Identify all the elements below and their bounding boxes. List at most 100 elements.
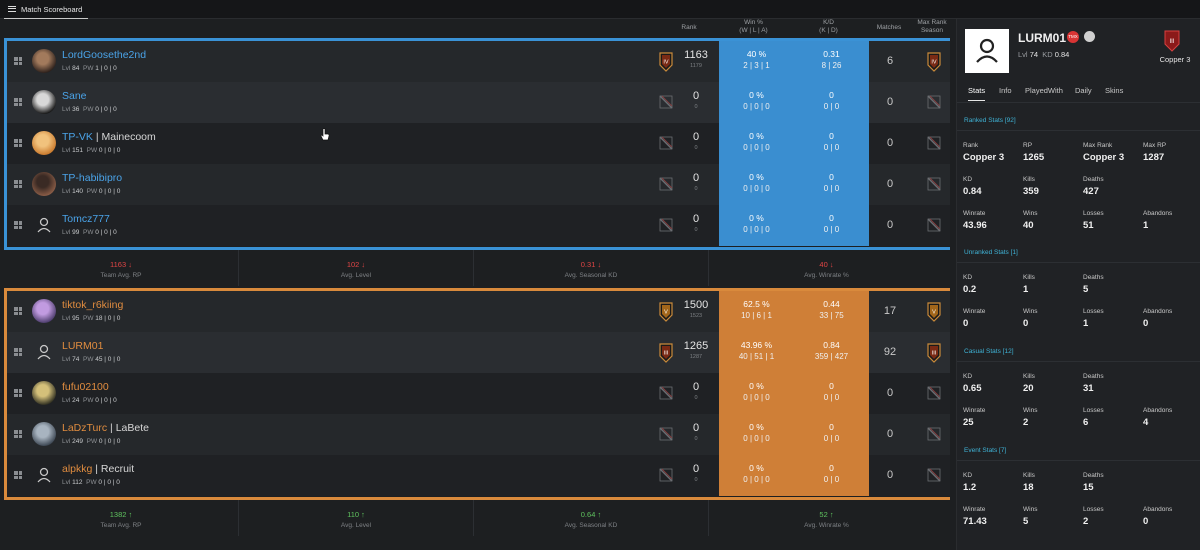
stat-item: Losses 6 (1083, 407, 1141, 428)
summary-label: Team Avg. RP (100, 522, 142, 529)
level-value: 74 (72, 356, 80, 363)
player-name-suffix: LaBete (115, 422, 149, 434)
rp-value: 0 (692, 381, 700, 393)
win-kd-cell: 0 % 0 | 0 | 0 0 0 | 0 (719, 455, 869, 496)
summary-value: 1382 ↑ (4, 510, 238, 519)
tab-match-scoreboard[interactable]: Match Scoreboard (4, 0, 89, 19)
player-name[interactable]: Sane (62, 90, 87, 102)
stat-value: 43.96 (963, 220, 987, 231)
stat-item: Losses 51 (1083, 210, 1141, 231)
player-name[interactable]: TP-habibipro (62, 172, 122, 184)
win-detail: 0 | 0 | 0 (743, 184, 770, 193)
rp-value: 1265 (683, 340, 709, 352)
rank-icon: IV (659, 52, 673, 72)
summary-cell: 1382 ↑ Team Avg. RP (4, 500, 239, 536)
player-name[interactable]: LordGoosethe2nd (62, 49, 146, 61)
player-name[interactable]: alpkkg | Recruit (62, 463, 134, 475)
stat-label: Kills (1023, 274, 1035, 281)
kd-ratio: 0 0 | 0 (794, 172, 869, 193)
rp-sub: 1287 (689, 354, 703, 360)
stat-item: Max Rank Copper 3 (1083, 142, 1141, 163)
tab-label: Match Scoreboard (21, 4, 83, 14)
summary-label: Avg. Level (340, 522, 372, 529)
matches-count: 0 (886, 178, 894, 190)
level-label: Lvl (62, 229, 73, 236)
kd-value: 0 (829, 131, 834, 141)
stat-value: 5 (1083, 284, 1089, 295)
summary-value-text: 102 (346, 260, 360, 269)
max-rank-icon-wrap: IV (925, 52, 943, 72)
player-row[interactable]: tiktok_r6kiing Lvl 95 PW 18 | 0 | 0 V 1500 1… (7, 291, 950, 332)
player-name[interactable]: Tomcz777 (62, 213, 110, 225)
player-name[interactable]: TP-VK | Mainecoom (62, 131, 156, 143)
level-label: Lvl (62, 438, 73, 445)
profile-tab-stats[interactable]: Stats (968, 86, 986, 101)
player-avatar[interactable] (32, 213, 56, 237)
stat-value: 0.65 (963, 383, 982, 394)
orange-team-summary: 1382 ↑ Team Avg. RP 110 ↑ Avg. Level 0.64 ↑ A… (4, 500, 950, 536)
player-name-text: tiktok_r6kiing (62, 299, 124, 311)
profile-tab-skins[interactable]: Skins (1105, 86, 1124, 95)
stat-item: Winrate 0 (963, 308, 1021, 329)
win-value: 0 % (749, 213, 764, 223)
rp-sub: 1523 (689, 313, 703, 319)
pw-label: PW (86, 188, 99, 195)
player-avatar[interactable] (32, 90, 56, 114)
profile-tab-info[interactable]: Info (999, 86, 1012, 95)
player-avatar[interactable] (32, 340, 56, 364)
stat-label: Deaths (1083, 274, 1104, 281)
win-percent: 0 % 0 | 0 | 0 (719, 131, 794, 152)
stat-value: 15 (1083, 482, 1094, 493)
player-avatar[interactable] (32, 381, 56, 405)
player-name-suffix: Recruit (100, 463, 135, 475)
player-name-suffix: Mainecoom (101, 131, 156, 143)
player-level-line: Lvl 151 PW 0 | 0 | 0 (62, 147, 120, 154)
level-value: 95 (72, 315, 80, 322)
player-avatar[interactable] (32, 49, 56, 73)
summary-label: Avg. Seasonal KD (564, 522, 618, 529)
rank-icon (659, 218, 673, 232)
stat-value: 427 (1083, 186, 1099, 197)
stat-item: Deaths 15 (1083, 472, 1141, 493)
summary-value-text: 40 (819, 260, 828, 269)
kd-value: 0.84 (823, 340, 840, 350)
windows-icon (14, 57, 22, 65)
player-row[interactable]: LURM01 Lvl 74 PW 45 | 0 | 0 III 1265 1287 43.… (7, 332, 950, 373)
rank-icon-wrap: III (657, 343, 675, 363)
profile-tab-daily[interactable]: Daily (1075, 86, 1092, 95)
user-silhouette-icon (976, 38, 998, 63)
max-rank-icon (927, 177, 941, 191)
player-avatar[interactable] (32, 463, 56, 487)
kd-detail: 8 | 26 (821, 61, 842, 70)
kd-value: 0 (829, 422, 834, 432)
pw-label: PW (82, 229, 96, 236)
profile-tab-playedwith[interactable]: PlayedWith (1025, 86, 1063, 95)
player-name[interactable]: LURM01 (62, 340, 103, 352)
player-avatar[interactable] (32, 172, 56, 196)
player-avatar[interactable] (32, 422, 56, 446)
section-divider (957, 130, 1200, 131)
player-avatar[interactable] (32, 299, 56, 323)
player-avatar[interactable] (32, 131, 56, 155)
player-name[interactable]: LaDzTurc | LaBete (62, 422, 149, 434)
max-rank-icon (927, 427, 941, 441)
player-row[interactable]: LordGoosethe2nd Lvl 84 PW 1 | 0 | 0 IV 1163… (7, 41, 950, 82)
player-name[interactable]: tiktok_r6kiing (62, 299, 123, 311)
win-value: 0 % (749, 463, 764, 473)
stat-label: Wins (1023, 308, 1038, 315)
rank-icon-wrap (657, 216, 675, 236)
player-name[interactable]: fufu02100 (62, 381, 109, 393)
rp-sub: 0 (694, 186, 698, 192)
summary-value: 0.31 ↓ (474, 260, 708, 269)
summary-value: 102 ↓ (239, 260, 473, 269)
